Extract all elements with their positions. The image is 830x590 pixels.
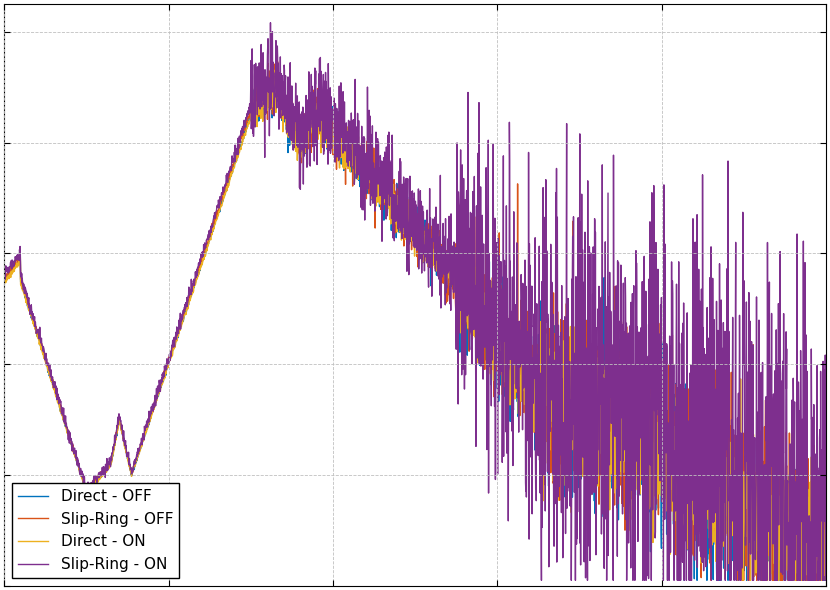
Direct - OFF — [717, 455, 727, 463]
Slip-Ring - ON — [142, 418, 152, 425]
Line: Slip-Ring - ON: Slip-Ring - ON — [4, 23, 826, 581]
Direct - OFF — [805, 552, 815, 559]
Slip-Ring - OFF — [350, 160, 360, 168]
Direct - OFF — [269, 62, 279, 69]
Slip-Ring - ON — [0, 273, 9, 280]
Line: Slip-Ring - OFF: Slip-Ring - OFF — [4, 53, 826, 581]
Slip-Ring - OFF — [267, 49, 277, 56]
Slip-Ring - OFF — [717, 541, 727, 548]
Slip-Ring - OFF — [0, 273, 9, 280]
Slip-Ring - OFF — [706, 577, 716, 584]
Direct - ON — [263, 64, 273, 71]
Direct - OFF — [142, 425, 152, 432]
Slip-Ring - ON — [536, 577, 546, 584]
Slip-Ring - ON — [93, 474, 103, 481]
Direct - ON — [142, 428, 152, 435]
Slip-Ring - OFF — [93, 474, 103, 481]
Direct - ON — [0, 281, 9, 288]
Slip-Ring - ON — [266, 19, 276, 27]
Direct - ON — [738, 577, 748, 584]
Direct - ON — [350, 158, 360, 165]
Slip-Ring - ON — [717, 557, 727, 564]
Line: Direct - ON: Direct - ON — [4, 67, 826, 581]
Slip-Ring - OFF — [805, 535, 815, 542]
Line: Direct - OFF: Direct - OFF — [4, 65, 826, 581]
Slip-Ring - ON — [821, 550, 830, 557]
Direct - ON — [805, 478, 815, 486]
Direct - ON — [93, 478, 103, 486]
Direct - OFF — [679, 577, 689, 584]
Slip-Ring - ON — [805, 519, 815, 526]
Slip-Ring - OFF — [315, 93, 325, 100]
Slip-Ring - OFF — [821, 512, 830, 519]
Direct - OFF — [821, 487, 830, 494]
Direct - OFF — [350, 173, 360, 180]
Slip-Ring - OFF — [142, 424, 152, 431]
Slip-Ring - ON — [350, 76, 360, 83]
Slip-Ring - ON — [315, 55, 325, 63]
Direct - OFF — [0, 276, 9, 283]
Direct - ON — [821, 520, 830, 527]
Direct - ON — [716, 543, 726, 550]
Direct - OFF — [93, 476, 103, 483]
Legend: Direct - OFF, Slip-Ring - OFF, Direct - ON, Slip-Ring - ON: Direct - OFF, Slip-Ring - OFF, Direct - … — [12, 483, 179, 578]
Direct - ON — [315, 114, 325, 121]
Direct - OFF — [315, 118, 325, 125]
